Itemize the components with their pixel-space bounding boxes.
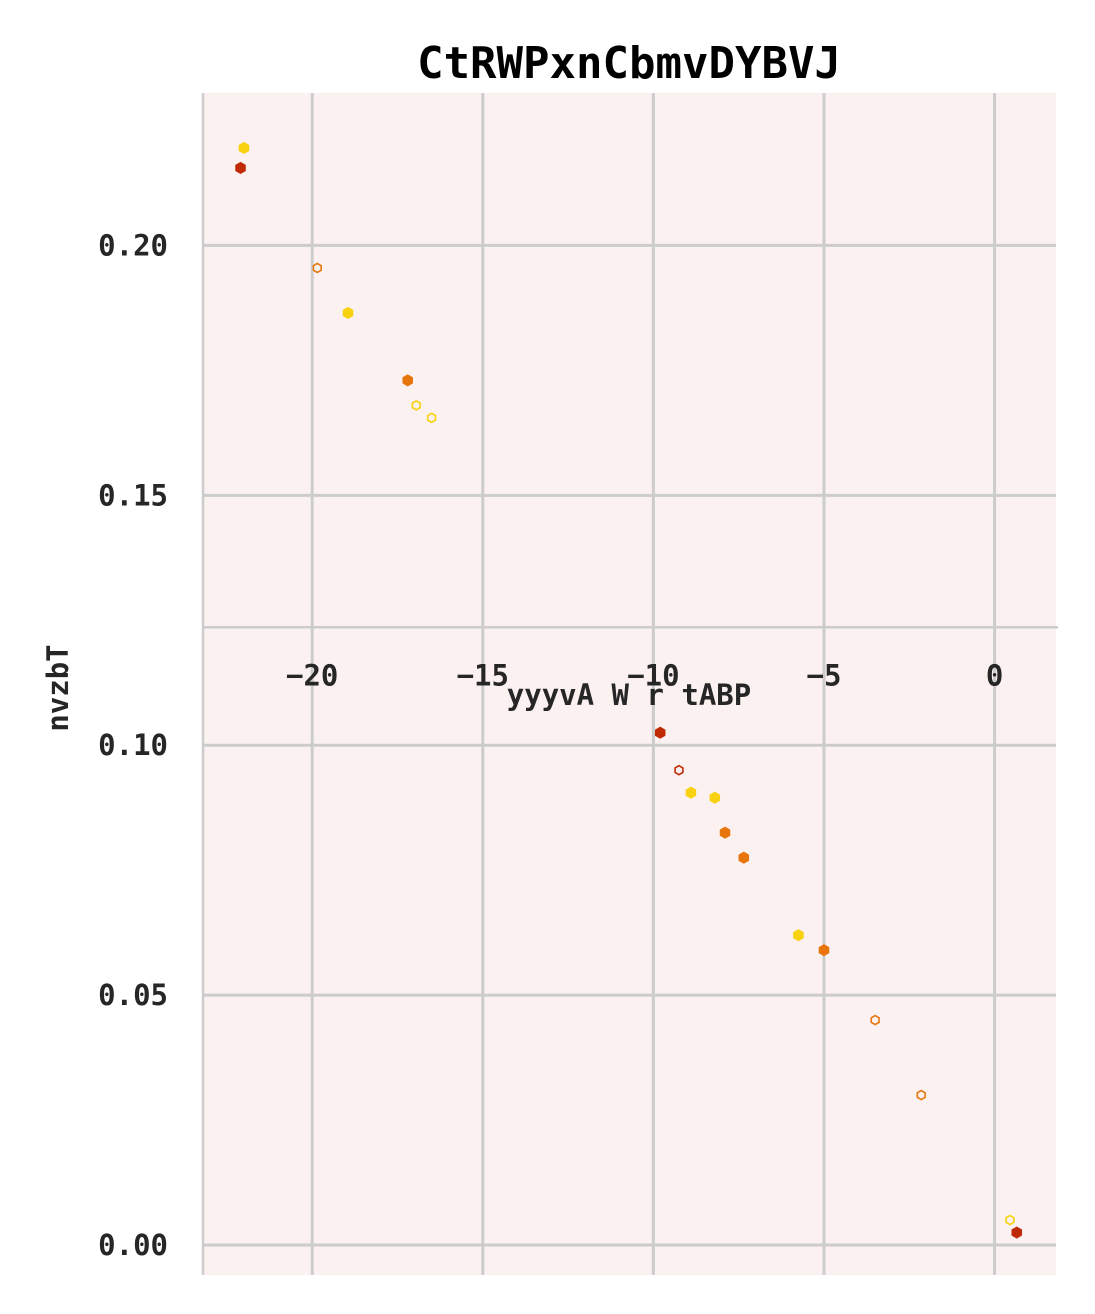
data-point [674,764,684,776]
x-axis-label: yyyvA W r tABP [507,678,751,712]
y-axis-label: nvzbT [41,644,75,731]
data-point [238,141,250,155]
x-tick-label: −5 [807,658,842,692]
data-point [1011,1226,1023,1239]
data-point [426,412,437,424]
data-point [738,851,750,864]
axes [201,93,1058,1275]
data-points [235,141,1023,1239]
data-point [870,1014,880,1026]
data-point [709,791,721,804]
data-point [411,399,421,411]
data-point [654,726,666,739]
y-tick-label: 0.15 [98,478,168,512]
chart-title: CtRWPxnCbmvDYBVJ [417,38,841,89]
y-tick-label: 0.20 [98,228,168,262]
tick-labels: −20 −15 −10 −5 0 0.00 0.05 0.10 0.15 0.20 [98,228,1003,1262]
data-point [793,929,804,942]
data-point [1005,1214,1015,1226]
data-point [402,374,413,387]
data-point [719,826,731,839]
grid-lines [203,93,1056,1275]
x-tick-label: −20 [286,658,338,692]
data-point [235,161,246,175]
plot-background [203,93,1056,1275]
y-tick-label: 0.00 [98,1228,168,1262]
x-tick-label: −15 [457,658,509,692]
data-point [685,786,697,799]
data-point [312,262,322,274]
y-tick-label: 0.10 [98,728,168,762]
x-tick-label: 0 [986,658,1003,692]
x-tick-label: −10 [627,658,679,692]
data-point [342,306,354,319]
data-point [916,1089,926,1101]
data-point [818,944,830,957]
y-tick-label: 0.05 [98,978,168,1012]
